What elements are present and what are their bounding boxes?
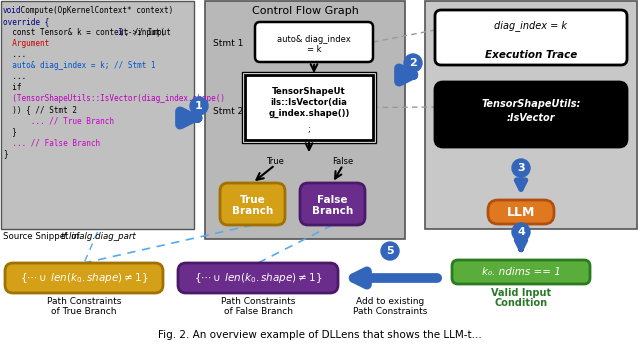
Bar (425, 1, 637, 229)
Text: Add to existing: Add to existing (356, 297, 424, 306)
Text: ... // True Branch: ... // True Branch (3, 116, 114, 125)
Text: (TensorShapeUtils::IsVector(diag_index.shape(): (TensorShapeUtils::IsVector(diag_index.s… (3, 94, 225, 103)
Text: Stmt 1: Stmt 1 (213, 39, 243, 47)
Text: Compute(OpKernelContext* context): Compute(OpKernelContext* context) (16, 6, 173, 15)
Text: 2: 2 (409, 58, 417, 68)
Text: auto& diag_index = k; // Stmt 1: auto& diag_index = k; // Stmt 1 (3, 61, 156, 70)
Text: 1: 1 (116, 28, 122, 37)
Text: ;: ; (308, 125, 310, 134)
Bar (242, 72, 376, 143)
Text: Branch: Branch (232, 206, 273, 216)
Text: 5: 5 (386, 246, 394, 256)
Text: Condition: Condition (495, 298, 548, 308)
Text: Branch: Branch (312, 206, 353, 216)
Circle shape (512, 223, 530, 241)
Text: }: } (3, 149, 8, 158)
Text: auto& diag_index: auto& diag_index (277, 35, 351, 44)
Circle shape (404, 54, 422, 72)
FancyBboxPatch shape (300, 183, 365, 225)
Text: = k: = k (307, 45, 321, 54)
Text: Source Snippet of: Source Snippet of (3, 232, 83, 241)
Text: Argument: Argument (3, 39, 49, 48)
Text: ...: ... (3, 50, 26, 59)
Text: ); // Input: ); // Input (120, 28, 171, 37)
FancyBboxPatch shape (220, 183, 285, 225)
Text: ... // False Branch: ... // False Branch (3, 138, 100, 147)
FancyBboxPatch shape (452, 260, 590, 284)
FancyBboxPatch shape (435, 10, 627, 65)
Text: False: False (317, 195, 348, 205)
Bar (245, 75, 373, 140)
FancyBboxPatch shape (5, 263, 163, 293)
Text: False: False (332, 157, 354, 166)
Text: Execution Trace: Execution Trace (485, 50, 577, 60)
FancyBboxPatch shape (255, 22, 373, 62)
Text: True: True (239, 195, 266, 205)
Text: const Tensor& k = context->input(: const Tensor& k = context->input( (3, 28, 165, 37)
Text: Valid Input: Valid Input (491, 288, 551, 298)
Text: $\{\cdots\cup\, \mathit{len}(k_0\mathit{.shape})\neq 1\}$: $\{\cdots\cup\, \mathit{len}(k_0\mathit{… (20, 271, 148, 285)
Text: 1: 1 (195, 101, 203, 111)
Text: void: void (3, 6, 22, 15)
Circle shape (190, 97, 208, 115)
Text: Fig. 2. An overview example of DLLens that shows the LLM-t...: Fig. 2. An overview example of DLLens th… (158, 330, 482, 340)
FancyBboxPatch shape (435, 82, 627, 147)
Text: of True Branch: of True Branch (51, 307, 116, 316)
Text: Path Constraints: Path Constraints (353, 307, 427, 316)
FancyBboxPatch shape (178, 263, 338, 293)
Text: Path Constraints: Path Constraints (221, 297, 295, 306)
Text: override {: override { (3, 17, 49, 26)
Text: Control Flow Graph: Control Flow Graph (252, 6, 358, 16)
Text: Stmt 2: Stmt 2 (213, 107, 243, 116)
Text: 4: 4 (517, 227, 525, 237)
Text: if: if (3, 83, 22, 92)
Text: TensorShapeUtils:: TensorShapeUtils: (481, 99, 580, 109)
Text: )) { // Stmt 2: )) { // Stmt 2 (3, 105, 77, 114)
Text: Path Constraints: Path Constraints (47, 297, 121, 306)
Circle shape (512, 159, 530, 177)
Text: ils::IsVector(dia: ils::IsVector(dia (271, 98, 348, 107)
Text: diag_index = k: diag_index = k (495, 21, 568, 31)
Text: k₀. ndims == 1: k₀. ndims == 1 (481, 267, 561, 277)
Circle shape (381, 242, 399, 260)
Text: External Function: External Function (480, 132, 582, 142)
Text: True: True (266, 157, 284, 166)
FancyBboxPatch shape (488, 200, 554, 224)
Text: LLM: LLM (507, 205, 535, 218)
Text: ...: ... (3, 72, 26, 81)
Text: 3: 3 (517, 163, 525, 173)
Text: }: } (3, 127, 17, 136)
Bar (1, 1, 194, 229)
Text: TensorShapeUt: TensorShapeUt (272, 87, 346, 96)
Bar (205, 1, 405, 239)
Text: :IsVector: :IsVector (507, 113, 556, 123)
Text: g_index.shape()): g_index.shape()) (268, 109, 349, 118)
Text: $\{\cdots\cup\, \mathit{len}(k_0\mathit{.shape})\neq 1\}$: $\{\cdots\cup\, \mathit{len}(k_0\mathit{… (194, 271, 322, 285)
Text: of False Branch: of False Branch (223, 307, 292, 316)
Text: tf.linalg.diag_part: tf.linalg.diag_part (60, 232, 136, 241)
